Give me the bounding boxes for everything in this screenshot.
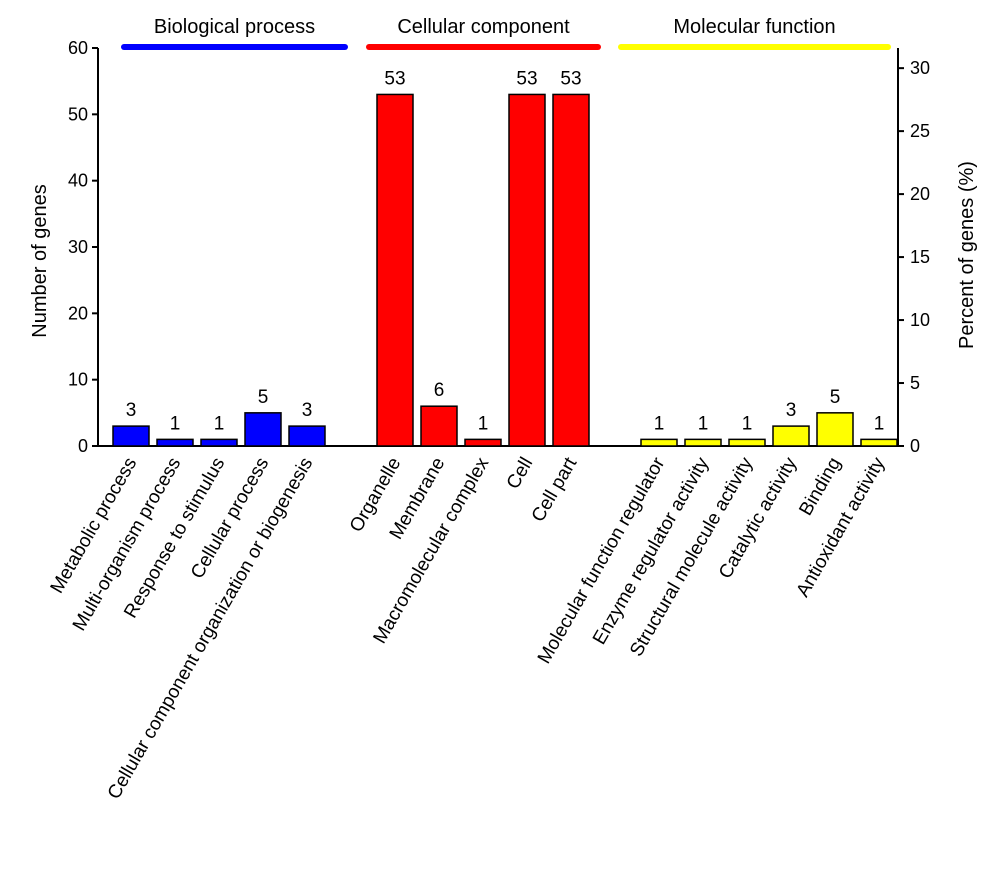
category-label: Cell (503, 454, 538, 493)
bar (684, 438, 722, 447)
bar-value-label: 1 (170, 413, 181, 434)
left-tick-label: 50 (68, 104, 88, 124)
bar-value-label: 1 (742, 413, 753, 434)
bar (420, 405, 458, 447)
left-y-axis: 0 10 20 30 40 50 60 (68, 38, 99, 456)
bar-value-label: 53 (516, 68, 537, 89)
bar-value-label: 3 (302, 400, 313, 421)
left-tick-label: 40 (68, 171, 88, 191)
left-tick-label: 0 (78, 436, 88, 456)
right-y-axis: 0 5 10 15 20 25 30 (897, 48, 930, 456)
y-axis-title: Number of genes (29, 184, 51, 337)
bar (156, 438, 194, 447)
bar-value-label: 5 (258, 387, 269, 408)
right-tick-label: 20 (910, 184, 930, 204)
right-tick-label: 15 (910, 247, 930, 267)
bar (772, 425, 810, 447)
left-tick-label: 10 (68, 370, 88, 390)
bar-value-label: 6 (434, 380, 445, 401)
bar (200, 438, 238, 447)
bar (244, 412, 282, 447)
bar-value-label: 1 (874, 413, 885, 434)
right-tick-label: 30 (910, 58, 930, 78)
bar-value-label: 3 (786, 400, 797, 421)
bar (552, 93, 590, 447)
bar-value-label: 5 (830, 387, 841, 408)
right-tick-label: 25 (910, 121, 930, 141)
bar (288, 425, 326, 447)
y2-axis-title: Percent of genes (%) (956, 161, 978, 349)
bar (376, 93, 414, 447)
bar (464, 438, 502, 447)
bar (640, 438, 678, 447)
right-tick-label: 5 (910, 373, 920, 393)
bar-value-label: 1 (654, 413, 665, 434)
bar-value-label: 1 (214, 413, 225, 434)
category-label: Binding (795, 454, 845, 519)
left-tick-label: 20 (68, 303, 88, 323)
group-headers: Biological process Cellular component Mole… (121, 16, 891, 50)
group-title: Molecular function (673, 16, 835, 38)
bar (508, 93, 546, 447)
bar-value-label: 53 (384, 68, 405, 89)
category-label: Antioxidant activity (792, 454, 889, 601)
category-label: Cellular component organization or bioge… (104, 454, 318, 803)
bar-value-label: 3 (126, 400, 137, 421)
bar-value-label: 1 (478, 413, 489, 434)
bar (728, 438, 766, 447)
bar (816, 412, 854, 447)
right-tick-label: 0 (910, 436, 920, 456)
bar (112, 425, 150, 447)
bar-value-label: 53 (560, 68, 581, 89)
group-title: Cellular component (397, 16, 570, 38)
bar-value-label: 1 (698, 413, 709, 434)
left-tick-label: 60 (68, 38, 88, 58)
bar (860, 438, 898, 447)
right-tick-label: 10 (910, 310, 930, 330)
left-tick-label: 30 (68, 237, 88, 257)
group-title: Biological process (154, 16, 315, 38)
